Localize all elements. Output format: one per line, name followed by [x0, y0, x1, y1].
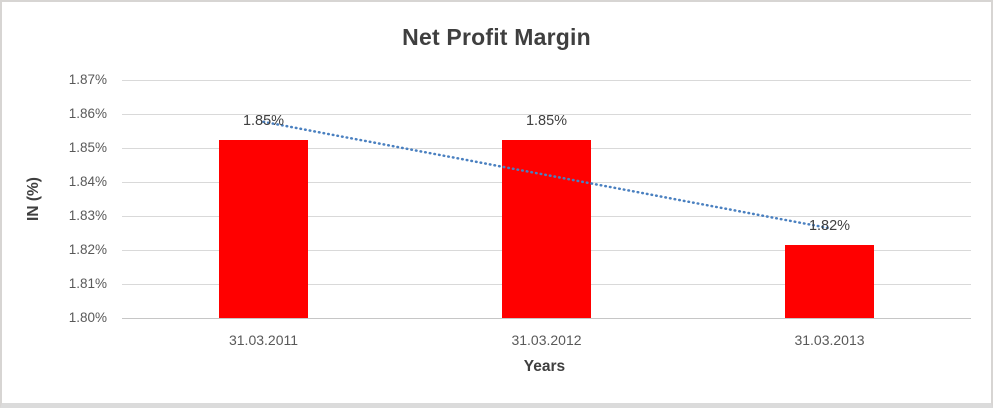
x-tick-label: 31.03.2013 [794, 332, 865, 348]
chart-title: Net Profit Margin [402, 24, 591, 50]
y-tick-label: 1.81% [68, 276, 107, 291]
x-tick-label: 31.03.2011 [228, 332, 299, 348]
x-axis-line [122, 317, 971, 319]
bar [219, 139, 308, 318]
y-tick-label: 1.84% [68, 174, 107, 189]
bar [785, 244, 874, 318]
gridline [122, 79, 971, 81]
y-tick-label: 1.85% [68, 140, 107, 155]
y-tick-label: 1.80% [68, 310, 107, 325]
data-label: 1.85% [242, 112, 285, 129]
data-label: 1.85% [525, 112, 568, 129]
gridline [122, 113, 971, 115]
y-tick-label: 1.82% [68, 242, 107, 257]
bar [502, 139, 591, 318]
x-axis-title: Years [523, 358, 566, 375]
x-tick-label: 31.03.2012 [511, 332, 582, 348]
plot-area: 1.80% 1.81% 1.82% 1.83% 1.84% 1.85% 1.86% 1.87%… [2, 2, 991, 403]
data-label: 1.82% [808, 217, 851, 234]
y-tick-label: 1.86% [68, 106, 107, 121]
y-tick-label: 1.83% [68, 208, 107, 223]
y-tick-label: 1.87% [68, 72, 107, 87]
